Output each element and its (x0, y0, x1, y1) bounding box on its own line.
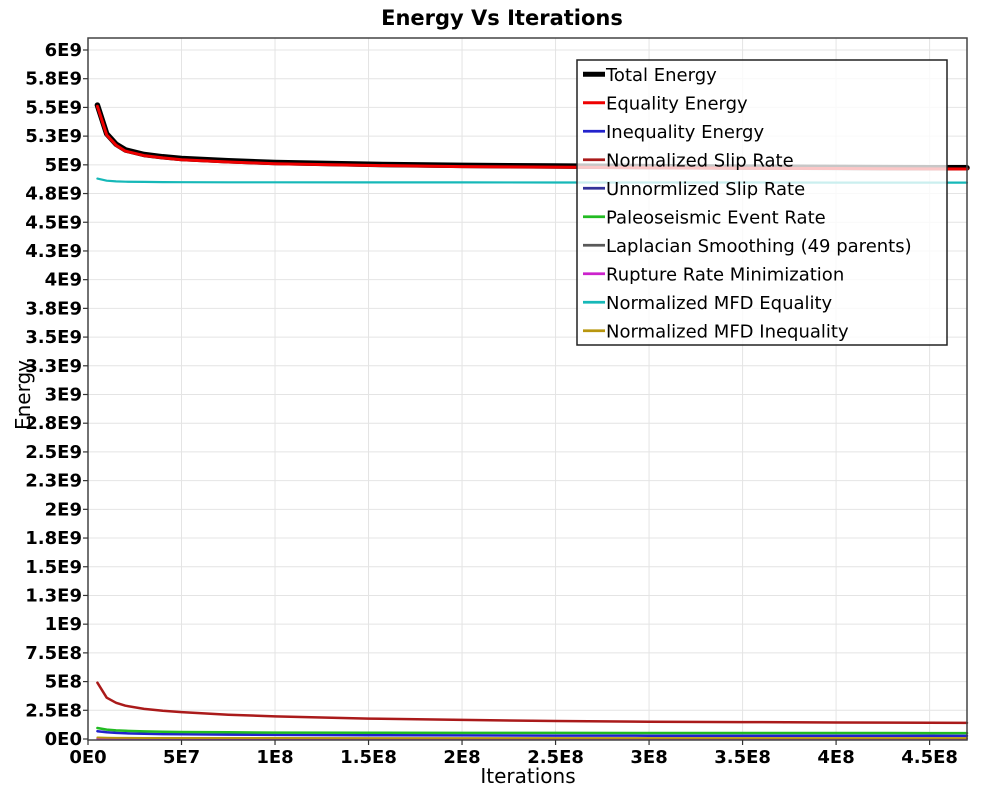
x-tick-label: 3.5E8 (714, 747, 771, 768)
series-line-normalized-slip-rate (96, 681, 969, 725)
y-tick-label: 5E8 (45, 672, 82, 693)
legend-label-unnormlized-slip-rate: Unnormlized Slip Rate (606, 179, 805, 200)
y-tick-label: 4.8E9 (25, 184, 82, 205)
y-tick-label: 1.3E9 (25, 585, 82, 606)
y-tick-label: 5.5E9 (25, 97, 82, 118)
y-tick-label: 1E9 (45, 614, 82, 635)
y-tick-label: 5.3E9 (25, 126, 82, 147)
legend-label-rupture-rate-minimization: Rupture Rate Minimization (606, 264, 844, 285)
x-tick-label: 2.5E8 (527, 747, 584, 768)
x-tick-label: 4.5E8 (901, 747, 958, 768)
y-tick-label: 3.5E9 (25, 327, 82, 348)
y-tick-label: 1.8E9 (25, 528, 82, 549)
series-line-normalized-mfd-inequality (96, 736, 968, 740)
x-tick-label: 2E8 (443, 747, 480, 768)
x-tick-label: 3E8 (630, 747, 667, 768)
chart-title: Energy Vs Iterations (381, 6, 623, 30)
axis-layer: 0E0 2.5E8 5E8 7.5E8 1E9 1.3E9 1.5E9 1.8E9 2E9 2.3… (25, 37, 968, 768)
legend-label-normalized-mfd-inequality: Normalized MFD Inequality (606, 321, 849, 342)
legend-label-normalized-mfd-equality: Normalized MFD Equality (606, 293, 833, 314)
legend-background (576, 59, 948, 346)
y-tick-label: 3.8E9 (25, 298, 82, 319)
y-tick-label: 5E9 (45, 155, 82, 176)
y-tick-label: 2.5E9 (25, 442, 82, 463)
y-tick-label: 6E9 (45, 40, 82, 61)
y-tick-label: 5.8E9 (25, 69, 82, 90)
y-axis-title: Energy (11, 360, 35, 430)
legend-label-equality-energy: Equality Energy (606, 93, 748, 114)
x-tick-label: 4E8 (817, 747, 854, 768)
y-tick-label: 3.3E9 (25, 356, 82, 377)
legend-box: Total Energy Equality Energy Inequality En… (576, 59, 948, 346)
y-tick-label: 0E0 (45, 729, 82, 750)
y-tick-label: 2E9 (45, 499, 82, 520)
legend-label-normalized-slip-rate: Normalized Slip Rate (606, 150, 794, 171)
x-axis-title: Iterations (480, 764, 575, 788)
x-tick-label: 0E0 (69, 747, 106, 768)
y-tick-label: 1.5E9 (25, 557, 82, 578)
y-tick-label: 4E9 (45, 270, 82, 291)
legend-label-paleoseismic-event-rate: Paleoseismic Event Rate (606, 207, 826, 228)
x-tick-label: 1.5E8 (340, 747, 397, 768)
y-tick-label: 2.3E9 (25, 471, 82, 492)
y-tick-label: 7.5E8 (25, 643, 82, 664)
x-tick-label: 1E8 (256, 747, 293, 768)
legend-label-laplacian-smoothing-49-parents: Laplacian Smoothing (49 parents) (606, 236, 912, 257)
series-line-inequality-energy (96, 729, 969, 738)
plot-border (87, 37, 968, 741)
y-tick-label: 2.8E9 (25, 413, 82, 434)
y-tick-label: 4.3E9 (25, 241, 82, 262)
y-tick-label: 3E9 (45, 385, 82, 406)
x-tick-label: 5E7 (163, 747, 200, 768)
legend-label-total-energy: Total Energy (605, 65, 717, 86)
y-tick-label: 4.5E9 (25, 212, 82, 233)
legend-label-inequality-energy: Inequality Energy (606, 122, 764, 143)
y-tick-label: 2.5E8 (25, 700, 82, 721)
series-line-paleoseismic-event-rate (96, 726, 969, 735)
